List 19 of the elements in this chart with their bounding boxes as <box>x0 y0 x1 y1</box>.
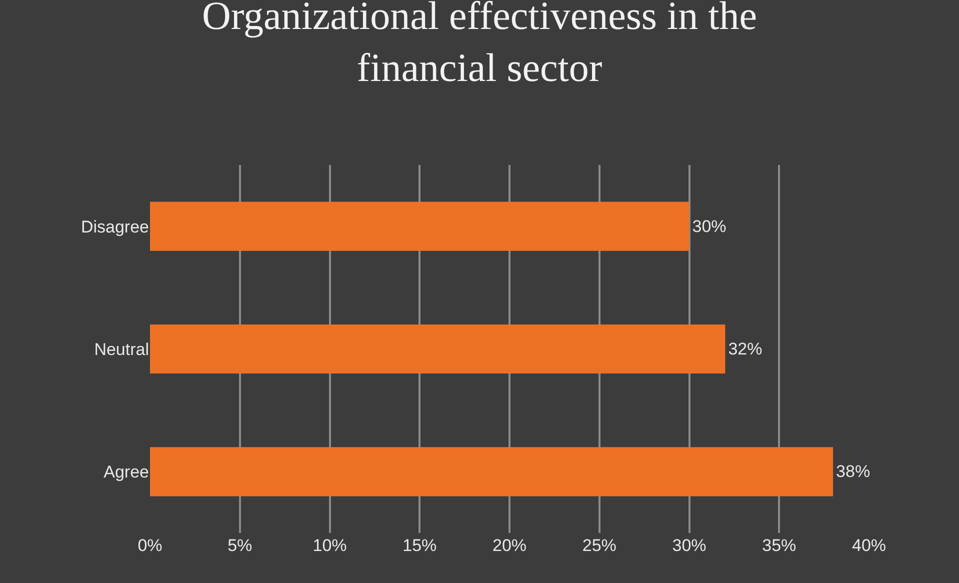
x-tick-label: 40% <box>852 536 886 555</box>
bar <box>150 324 726 374</box>
x-tick-label: 0% <box>138 536 162 555</box>
x-tick-label: 15% <box>402 536 437 555</box>
x-tick-label: 20% <box>492 536 527 555</box>
bar <box>150 202 690 251</box>
data-label: 38% <box>836 462 870 482</box>
y-tick-label: Agree <box>104 462 149 482</box>
x-tick-label: 10% <box>312 536 347 555</box>
x-tick-label: 35% <box>762 536 796 555</box>
y-tick-label: Disagree <box>80 217 149 236</box>
x-tick-label: 25% <box>582 536 616 555</box>
chart-title: Organizational effectiveness in the financial sector <box>202 0 757 90</box>
data-label: 30% <box>692 216 726 236</box>
data-label: 32% <box>728 340 762 358</box>
x-tick-label: 5% <box>228 536 252 555</box>
y-tick-label: Neutral <box>94 340 149 359</box>
bar <box>150 447 834 496</box>
x-tick-label: 30% <box>672 536 706 555</box>
